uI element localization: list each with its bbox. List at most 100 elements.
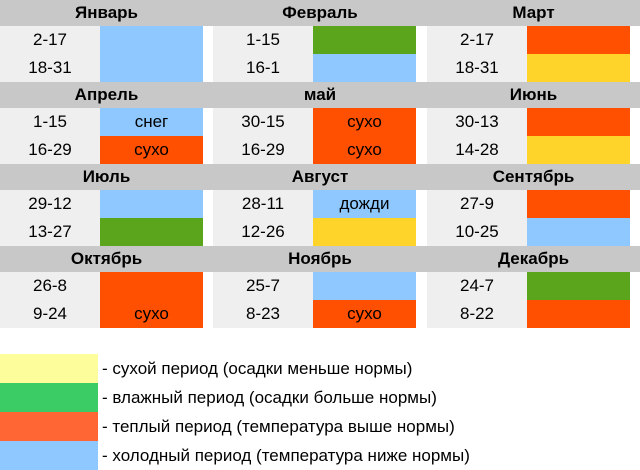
period-block: 26-8 [0,272,213,300]
period-row: 26-8 25-7 24-7 [0,272,640,300]
legend-text: - холодный период (температура ниже норм… [102,445,470,465]
period-block: 28-11 дожди [213,190,427,218]
period-color-cell [527,272,630,300]
date-range: 12-26 [213,218,313,246]
legend-swatch [0,412,98,441]
period-block: 18-31 [427,54,640,82]
date-range: 16-29 [213,136,313,164]
period-block: 29-12 [0,190,213,218]
period-color-cell [100,26,203,54]
period-color-cell [100,54,203,82]
spacer [416,272,427,300]
date-range: 18-31 [427,54,527,82]
period-color-cell [100,218,203,246]
spacer [416,26,427,54]
period-color-cell [527,218,630,246]
period-row: 16-29 сухо 16-29 сухо 14-28 [0,136,640,164]
period-row: 1-15 снег 30-15 сухо 30-13 [0,108,640,136]
date-range: 13-27 [0,218,100,246]
period-block: 2-17 [427,26,640,54]
month-title: Октябрь [70,249,143,268]
month-title: Апрель [74,85,139,104]
period-color-cell [313,54,416,82]
period-block: 25-7 [213,272,427,300]
date-range: 28-11 [213,190,313,218]
period-color-cell [527,136,630,164]
calendar-grid: Январь Февраль Март 2-17 1-15 2-17 18-31… [0,0,640,328]
period-block: 13-27 [0,218,213,246]
spacer [203,26,213,54]
month-header-row: Январь Февраль Март [0,0,640,26]
period-block: 16-29 сухо [213,136,427,164]
date-range: 8-23 [213,300,313,328]
date-range: 8-22 [427,300,527,328]
spacer [203,108,213,136]
period-row: 9-24 сухо 8-23 сухо 8-22 [0,300,640,328]
date-range: 16-29 [0,136,100,164]
spacer [203,54,213,82]
date-range: 30-15 [213,108,313,136]
period-color-cell: сухо [313,300,416,328]
date-range: 27-9 [427,190,527,218]
month-header-row: Июль Август Сентябрь [0,164,640,190]
period-block: 1-15 снег [0,108,213,136]
date-range: 18-31 [0,54,100,82]
date-range: 30-13 [427,108,527,136]
date-range: 1-15 [213,26,313,54]
legend-text: - теплый период (температура выше нормы) [102,416,455,436]
month-title: Декабрь [497,249,570,268]
period-color-cell [527,54,630,82]
period-block: 16-1 [213,54,427,82]
spacer [416,54,427,82]
legend-item-warm: - теплый период (температура выше нормы) [0,412,640,441]
month-title: Март [512,3,555,22]
period-block: 30-15 сухо [213,108,427,136]
period-block: 8-22 [427,300,640,328]
spacer [416,108,427,136]
period-color-cell [100,190,203,218]
period-block: 2-17 [0,26,213,54]
period-color-cell [313,272,416,300]
period-block: 27-9 [427,190,640,218]
spacer [416,300,427,328]
period-color-cell [527,190,630,218]
spacer [203,218,213,246]
legend-swatch [0,383,98,412]
period-color-cell: сухо [313,136,416,164]
date-range: 14-28 [427,136,527,164]
period-color-cell: дожди [313,190,416,218]
period-color-cell [313,218,416,246]
period-block: 30-13 [427,108,640,136]
date-range: 29-12 [0,190,100,218]
period-color-cell [527,108,630,136]
month-header-row: Апрель май Июнь [0,82,640,108]
period-color-cell [100,272,203,300]
legend-swatch [0,354,98,383]
period-color-cell [527,26,630,54]
period-color-cell: сухо [313,108,416,136]
month-title: Ноябрь [288,249,352,268]
month-title: май [303,85,337,104]
month-title: Июнь [509,85,558,104]
date-range: 24-7 [427,272,527,300]
spacer [203,300,213,328]
period-block: 8-23 сухо [213,300,427,328]
spacer [203,136,213,164]
period-row: 18-31 16-1 18-31 [0,54,640,82]
spacer [416,190,427,218]
month-title: Август [291,167,349,186]
date-range: 16-1 [213,54,313,82]
period-block: 24-7 [427,272,640,300]
legend-item-wet: - влажный период (осадки больше нормы) [0,383,640,412]
legend-swatch [0,441,98,470]
month-title: Июль [82,167,131,186]
legend-text: - сухой период (осадки меньше нормы) [102,358,413,378]
legend-item-dry: - сухой период (осадки меньше нормы) [0,354,640,383]
date-range: 26-8 [0,272,100,300]
period-block: 9-24 сухо [0,300,213,328]
spacer [203,190,213,218]
legend-text: - влажный период (осадки больше нормы) [102,387,437,407]
period-color-cell: сухо [100,136,203,164]
legend: - сухой период (осадки меньше нормы) - в… [0,354,640,470]
period-color-cell [313,26,416,54]
